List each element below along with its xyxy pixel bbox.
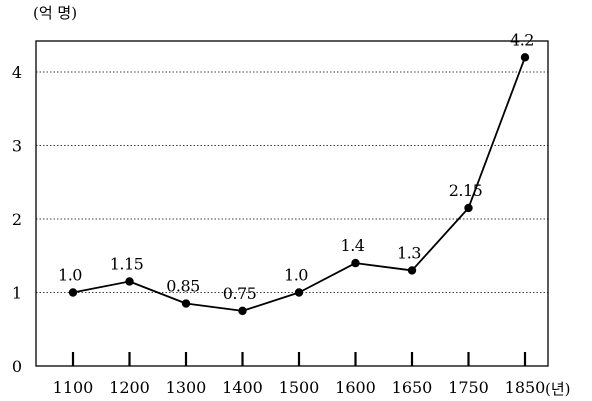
data-labels: 1.0 1.15 0.85 0.75 1.0 1.4 1.3 2.15 4.2 xyxy=(58,30,534,303)
data-label: 4.2 xyxy=(510,30,534,49)
x-tick-label: 1600 xyxy=(335,378,376,397)
y-tick-label: 1 xyxy=(12,284,22,303)
data-label: 0.85 xyxy=(166,277,200,296)
data-point xyxy=(464,203,473,213)
x-tick-label: 1400 xyxy=(222,378,263,397)
data-point xyxy=(351,258,360,268)
x-tick-label: 1650 xyxy=(392,378,433,397)
grid-lines xyxy=(36,71,548,293)
data-label: 2.15 xyxy=(449,181,483,200)
x-tick-label: 1750 xyxy=(448,378,489,397)
data-label: 1.3 xyxy=(397,243,421,262)
x-tick-label: 1200 xyxy=(109,378,150,397)
data-label: 1.0 xyxy=(58,266,82,285)
data-point xyxy=(520,53,530,62)
data-points xyxy=(68,53,530,316)
y-tick-label: 2 xyxy=(12,210,22,229)
y-axis-ticks: 0 1 2 3 4 xyxy=(12,63,22,376)
data-label: 0.75 xyxy=(223,284,257,303)
data-point xyxy=(68,288,78,297)
y-tick-label: 0 xyxy=(12,357,22,376)
y-tick-label: 4 xyxy=(12,63,22,82)
x-unit-label: (년) xyxy=(545,380,571,398)
x-tick-label: 1500 xyxy=(279,378,320,397)
plot-frame xyxy=(35,40,549,367)
y-unit-label: (억 명) xyxy=(33,4,77,22)
x-tick-label: 1300 xyxy=(166,378,207,397)
x-tick-label: 1100 xyxy=(53,378,94,397)
y-tick-label: 3 xyxy=(12,137,22,156)
data-point xyxy=(294,288,304,297)
data-label: 1.4 xyxy=(341,236,365,255)
data-point xyxy=(407,266,417,275)
data-point xyxy=(238,306,247,316)
x-axis-ticks: 1100 1200 1300 1400 1500 1600 1650 1750 1850 xyxy=(53,352,546,397)
data-label: 1.0 xyxy=(284,266,308,285)
data-point xyxy=(181,299,191,308)
x-tick-label: 1850 xyxy=(505,378,546,397)
data-label: 1.15 xyxy=(110,254,144,273)
data-point xyxy=(125,277,134,286)
